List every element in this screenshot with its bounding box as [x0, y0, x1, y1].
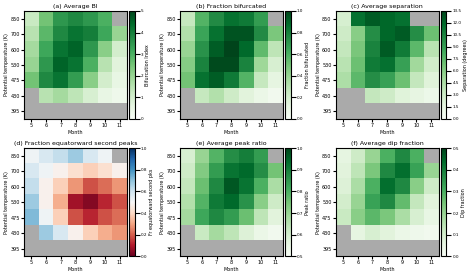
Y-axis label: Separation (degrees): Separation (degrees)	[463, 39, 468, 91]
Y-axis label: Fraction bifurcated: Fraction bifurcated	[305, 42, 310, 88]
Y-axis label: Potential temperature (K): Potential temperature (K)	[160, 33, 165, 96]
Y-axis label: Potential temperature (K): Potential temperature (K)	[316, 33, 321, 96]
Y-axis label: Potential temperature (K): Potential temperature (K)	[316, 171, 321, 234]
X-axis label: Month: Month	[68, 267, 83, 272]
X-axis label: Month: Month	[224, 267, 239, 272]
X-axis label: Month: Month	[379, 129, 395, 134]
Title: (a) Average BI: (a) Average BI	[53, 4, 98, 9]
Title: (e) Average peak ratio: (e) Average peak ratio	[196, 142, 266, 147]
Y-axis label: Potential temperature (K): Potential temperature (K)	[4, 33, 9, 96]
X-axis label: Month: Month	[224, 129, 239, 134]
X-axis label: Month: Month	[68, 129, 83, 134]
Y-axis label: Potential temperature (K): Potential temperature (K)	[160, 171, 165, 234]
Y-axis label: Fr equatorward second pks: Fr equatorward second pks	[149, 169, 154, 235]
Y-axis label: Peak ratio: Peak ratio	[305, 190, 310, 214]
Title: (d) Fraction equatorward second peaks: (d) Fraction equatorward second peaks	[14, 142, 137, 147]
Y-axis label: Bifurcation Index: Bifurcation Index	[145, 44, 150, 86]
Title: (c) Average separation: (c) Average separation	[351, 4, 423, 9]
X-axis label: Month: Month	[379, 267, 395, 272]
Y-axis label: Potential temperature (K): Potential temperature (K)	[4, 171, 9, 234]
Title: (b) Fraction bifurcated: (b) Fraction bifurcated	[196, 4, 266, 9]
Y-axis label: Dip fraction: Dip fraction	[461, 188, 465, 217]
Title: (f) Average dip fraction: (f) Average dip fraction	[351, 142, 423, 147]
